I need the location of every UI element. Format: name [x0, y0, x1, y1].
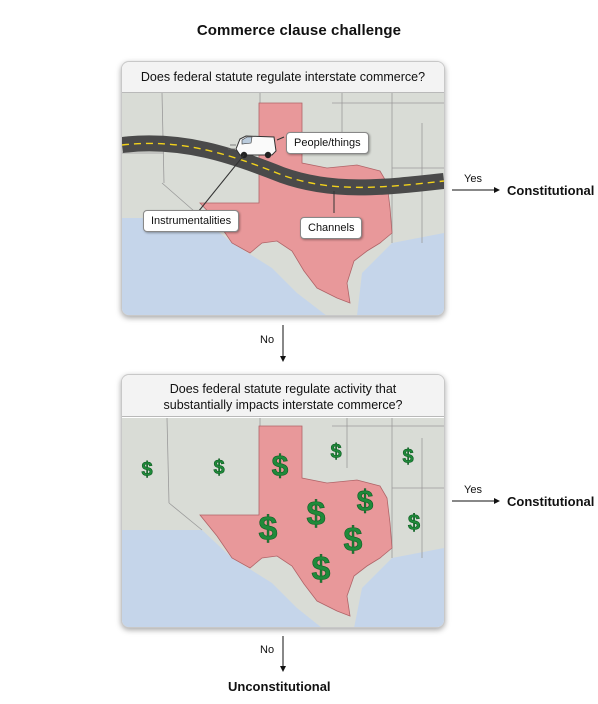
dollar-icon: $: [357, 485, 374, 518]
question-text: Does federal statute regulate interstate…: [140, 70, 426, 84]
interstate-commerce-panel: Does federal statute regulate interstate…: [121, 61, 445, 316]
yes-arrow-2: [452, 498, 500, 504]
texas-map-roadway: [122, 93, 444, 315]
question-substantial-impact: Does federal statute regulate activity t…: [122, 375, 444, 417]
channels-label: Channels: [300, 217, 363, 239]
yes-label-2: Yes: [464, 484, 482, 496]
instrumentalities-label: Instrumentalities: [143, 210, 240, 232]
dollar-icon: $: [312, 550, 331, 588]
no-label-1: No: [260, 334, 275, 346]
constitutional-outcome-2: Constitutional: [507, 494, 595, 509]
no-arrow-1: [280, 325, 286, 362]
dollar-icon: $: [330, 441, 341, 463]
substantial-impact-panel: Does federal statute regulate activity t…: [121, 374, 445, 628]
dollar-icon: $: [402, 446, 413, 468]
dollar-icon: $: [344, 521, 363, 559]
people-things-label: People/things: [286, 132, 369, 154]
unconstitutional-outcome: Unconstitutional: [228, 679, 331, 694]
yes-arrow-1: [452, 187, 500, 193]
yes-label-1: Yes: [464, 173, 482, 185]
question-interstate-commerce: Does federal statute regulate interstate…: [122, 62, 444, 93]
dollar-icon: $: [213, 457, 224, 479]
dollar-icon: $: [408, 510, 420, 535]
no-label-2: No: [260, 644, 275, 656]
dollar-icon: $: [307, 495, 326, 533]
dollar-icon: $: [259, 510, 278, 548]
dollar-icon: $: [272, 450, 289, 483]
no-arrow-2: [280, 636, 286, 672]
question-line-1: Does federal statute regulate activity t…: [169, 382, 397, 396]
dollar-icon: $: [141, 459, 152, 481]
diagram-title: Commerce clause challenge: [196, 22, 402, 39]
constitutional-outcome-1: Constitutional: [507, 183, 595, 198]
texas-map-economic: $ $ $ $ $ $ $ $ $ $ $: [122, 418, 444, 627]
question-line-2: substantially impacts interstate commerc…: [163, 398, 403, 412]
